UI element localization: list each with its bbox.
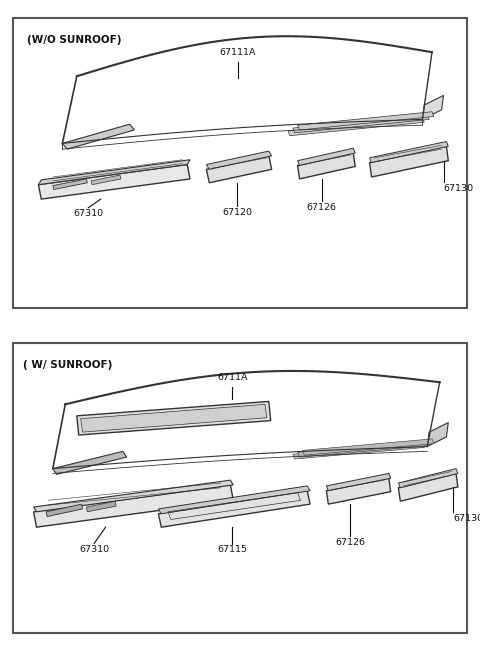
Polygon shape	[293, 114, 429, 133]
Polygon shape	[398, 474, 458, 501]
Text: 67310: 67310	[79, 545, 109, 555]
Polygon shape	[81, 404, 267, 432]
Polygon shape	[293, 443, 424, 459]
Polygon shape	[302, 439, 434, 455]
Polygon shape	[326, 478, 391, 504]
Text: 67130: 67130	[453, 514, 480, 523]
Polygon shape	[326, 474, 391, 491]
Polygon shape	[62, 124, 134, 149]
Polygon shape	[298, 148, 355, 166]
Polygon shape	[77, 401, 271, 435]
Polygon shape	[34, 485, 233, 527]
Text: ( W/ SUNROOF): ( W/ SUNROOF)	[23, 360, 112, 370]
Polygon shape	[46, 504, 83, 516]
Polygon shape	[298, 441, 429, 457]
Text: 67126: 67126	[336, 537, 365, 547]
Text: 67310: 67310	[73, 209, 103, 217]
Polygon shape	[34, 480, 233, 512]
Polygon shape	[206, 151, 272, 170]
Polygon shape	[398, 468, 458, 487]
Text: 67115: 67115	[217, 545, 247, 555]
Polygon shape	[62, 36, 432, 143]
Polygon shape	[422, 95, 444, 120]
Text: 67111A: 67111A	[220, 48, 256, 57]
Text: 67126: 67126	[307, 203, 336, 212]
Polygon shape	[370, 147, 448, 177]
Polygon shape	[38, 164, 190, 199]
Polygon shape	[427, 422, 448, 447]
Text: 6711A: 6711A	[217, 373, 248, 382]
Polygon shape	[158, 486, 310, 514]
Text: 67130: 67130	[444, 184, 474, 193]
Polygon shape	[370, 141, 448, 162]
Polygon shape	[206, 156, 272, 183]
Text: (W/O SUNROOF): (W/O SUNROOF)	[27, 35, 121, 45]
Polygon shape	[53, 179, 87, 189]
Polygon shape	[288, 118, 424, 136]
Polygon shape	[91, 175, 121, 185]
Polygon shape	[38, 160, 190, 185]
Polygon shape	[53, 451, 127, 474]
Polygon shape	[53, 371, 440, 468]
Polygon shape	[298, 112, 434, 130]
Text: 67120: 67120	[222, 208, 252, 217]
Polygon shape	[158, 491, 310, 527]
Polygon shape	[86, 501, 116, 512]
Polygon shape	[298, 153, 355, 179]
